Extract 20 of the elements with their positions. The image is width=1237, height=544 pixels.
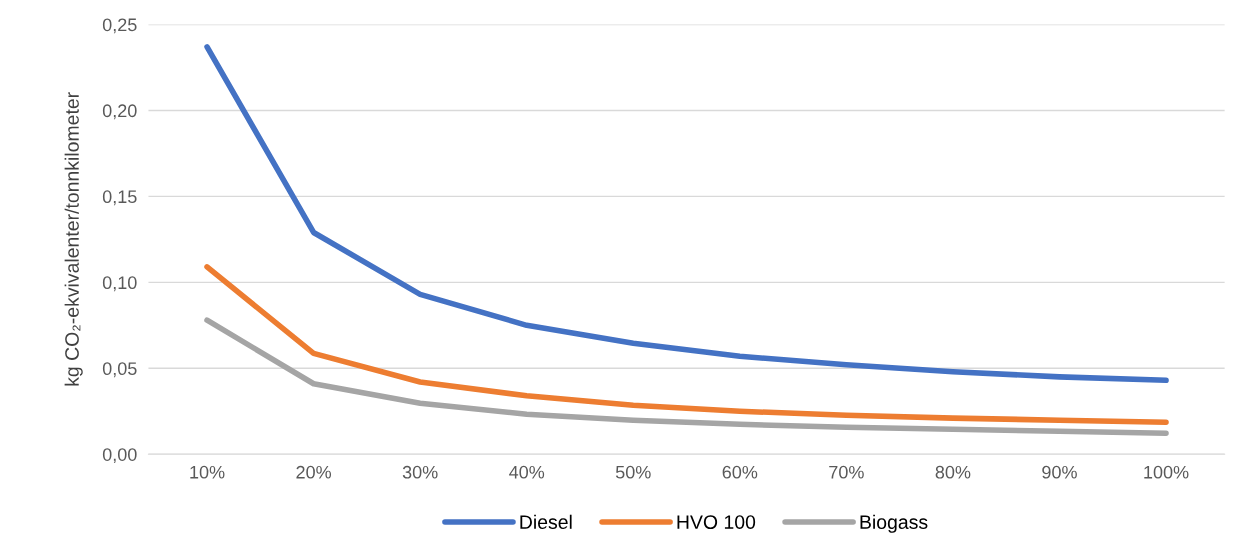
- x-tick-label: 50%: [615, 465, 651, 479]
- y-tick-label: 0,15: [102, 190, 137, 206]
- y-tick-label: 0,25: [102, 18, 137, 34]
- x-tick-label: 10%: [190, 465, 225, 479]
- legend-label: Diesel: [520, 514, 572, 529]
- legend-label: HVO 100: [677, 515, 756, 529]
- y-tick-label: 0,00: [102, 448, 137, 464]
- x-tick-label: 40%: [509, 465, 545, 479]
- y-tick-label: 0,10: [102, 276, 137, 292]
- legend-label: Biogass: [860, 514, 928, 533]
- x-tick-label: 60%: [722, 465, 758, 479]
- y-axis-title: kg CO₂-ekvivalenter/tonnkilometer: [64, 92, 83, 386]
- x-tick-label: 100%: [1144, 465, 1189, 479]
- x-tick-label: 30%: [402, 465, 438, 479]
- y-tick-label: 0,20: [102, 104, 137, 120]
- x-tick-label: 80%: [935, 465, 971, 479]
- x-tick-label: 70%: [829, 465, 864, 479]
- y-tick-label: 0,05: [102, 362, 137, 378]
- x-tick-label: 20%: [296, 465, 332, 479]
- x-tick-label: 90%: [1042, 465, 1077, 479]
